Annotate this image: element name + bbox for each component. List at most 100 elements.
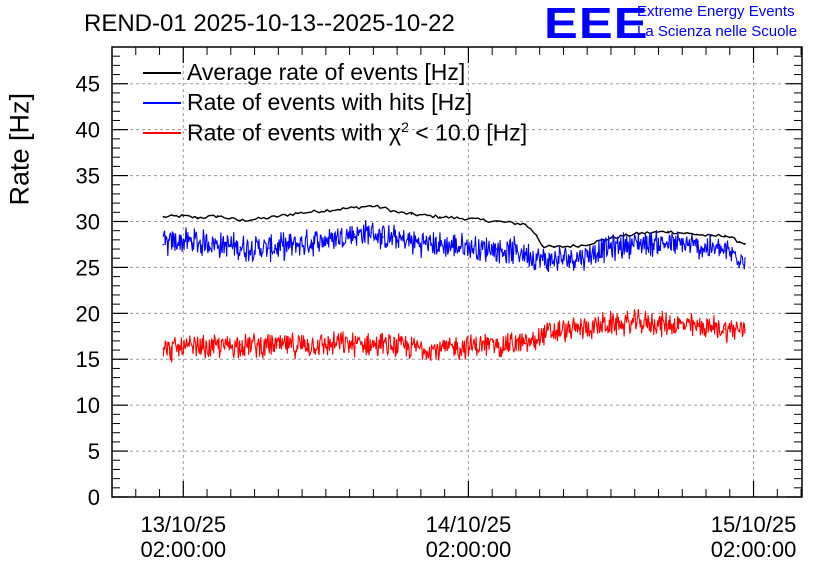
series-point (370, 231, 373, 234)
x-tick-label-date: 15/10/25 (711, 512, 797, 537)
series-point (610, 323, 612, 326)
series-point (553, 246, 555, 249)
y-tick-label: 15 (76, 347, 100, 372)
series-point (536, 257, 538, 260)
series-point (325, 209, 327, 212)
series-point (467, 246, 470, 249)
series-point (467, 217, 470, 220)
x-tick-label-time: 02:00:00 (426, 537, 512, 562)
series-point (541, 245, 544, 248)
y-tick-label: 45 (76, 72, 100, 97)
org-name-line2: La Scienza nelle Scuole (637, 23, 798, 40)
series-point (162, 348, 165, 350)
legend-chi2-suffix: < 10.0 [Hz] (408, 119, 528, 146)
series-point (296, 243, 299, 246)
series-point (524, 251, 527, 254)
series-point (162, 216, 165, 218)
series-point (162, 243, 165, 246)
grid-lines (112, 47, 802, 497)
series-point (325, 343, 327, 346)
x-tick-label-date: 14/10/25 (426, 512, 512, 537)
series-point (695, 233, 698, 236)
y-tick-label: 0 (88, 485, 100, 510)
series-point (744, 242, 746, 245)
y-tick-label: 25 (76, 255, 100, 280)
series-point (439, 244, 441, 247)
plot-frame (111, 46, 803, 498)
legend-swatch-blue (143, 102, 181, 104)
series-point (744, 329, 746, 331)
series-line (163, 204, 746, 249)
series-point (296, 344, 299, 347)
series-point (353, 342, 356, 345)
x-tick-label-time: 02:00:00 (711, 537, 797, 562)
series-point (667, 323, 669, 326)
series-point (638, 241, 641, 244)
series-point (667, 230, 669, 233)
series-point (268, 217, 270, 219)
series-0 (162, 204, 746, 249)
series-point (239, 246, 242, 249)
series-point (196, 217, 199, 219)
series-point (496, 248, 498, 250)
series-line (162, 309, 746, 363)
series-point (268, 344, 270, 347)
series-point (410, 240, 413, 243)
legend-chi2-prefix: Rate of events with χ (187, 119, 402, 146)
y-tick-label: 20 (76, 301, 100, 326)
x-tick-label-date: 13/10/25 (140, 512, 226, 537)
org-name-line1: Extreme Energy Events (637, 3, 795, 20)
series-point (325, 239, 327, 241)
series-point (536, 339, 538, 341)
series-point (467, 345, 470, 348)
series-point (610, 237, 612, 239)
series-point (410, 346, 413, 349)
series-point (353, 206, 356, 209)
series-point (638, 321, 641, 324)
series-point (439, 216, 441, 218)
series-point (370, 205, 373, 207)
legend-chi2-superscript: 2 (401, 119, 409, 135)
y-tick-label: 5 (88, 439, 100, 464)
series-point (541, 333, 544, 336)
series-layer (162, 204, 746, 363)
series-point (553, 259, 555, 261)
series-point (667, 242, 669, 245)
y-axis-label-box: Rate [Hz] (3, 93, 35, 206)
series-point (695, 245, 698, 248)
series-point (724, 234, 726, 237)
series-point (210, 346, 213, 349)
series-point (581, 327, 584, 329)
series-point (382, 236, 384, 238)
series-point (581, 255, 584, 258)
series-point (724, 328, 726, 330)
legend-entry-hits: Rate of events with hits [Hz] (143, 89, 543, 117)
y-axis-label: Rate [Hz] (4, 92, 35, 206)
series-point (524, 342, 527, 345)
legend-entry-chi2: Rate of events with χ2 < 10.0 [Hz] (143, 119, 603, 147)
series-point (610, 246, 612, 249)
y-tick-label: 30 (76, 209, 100, 234)
series-point (396, 211, 398, 214)
series-point (744, 257, 746, 260)
series-point (638, 232, 641, 235)
eee-logo: EEE (544, 0, 649, 48)
series-point (536, 234, 538, 237)
legend-label-average: Average rate of events [Hz] (187, 59, 466, 85)
series-point (296, 212, 299, 215)
x-tick-label-time: 02:00:00 (140, 537, 226, 562)
series-2 (162, 309, 746, 363)
series-point (738, 240, 741, 243)
series-point (182, 347, 185, 350)
series-point (382, 344, 384, 347)
series-1 (162, 220, 746, 273)
series-point (553, 331, 555, 334)
series-point (182, 239, 185, 242)
legend-swatch-black (143, 72, 181, 74)
legend-swatch-red (143, 132, 181, 134)
series-point (353, 233, 356, 236)
series-point (439, 348, 441, 350)
series-point (239, 219, 242, 222)
series-point (724, 250, 726, 252)
